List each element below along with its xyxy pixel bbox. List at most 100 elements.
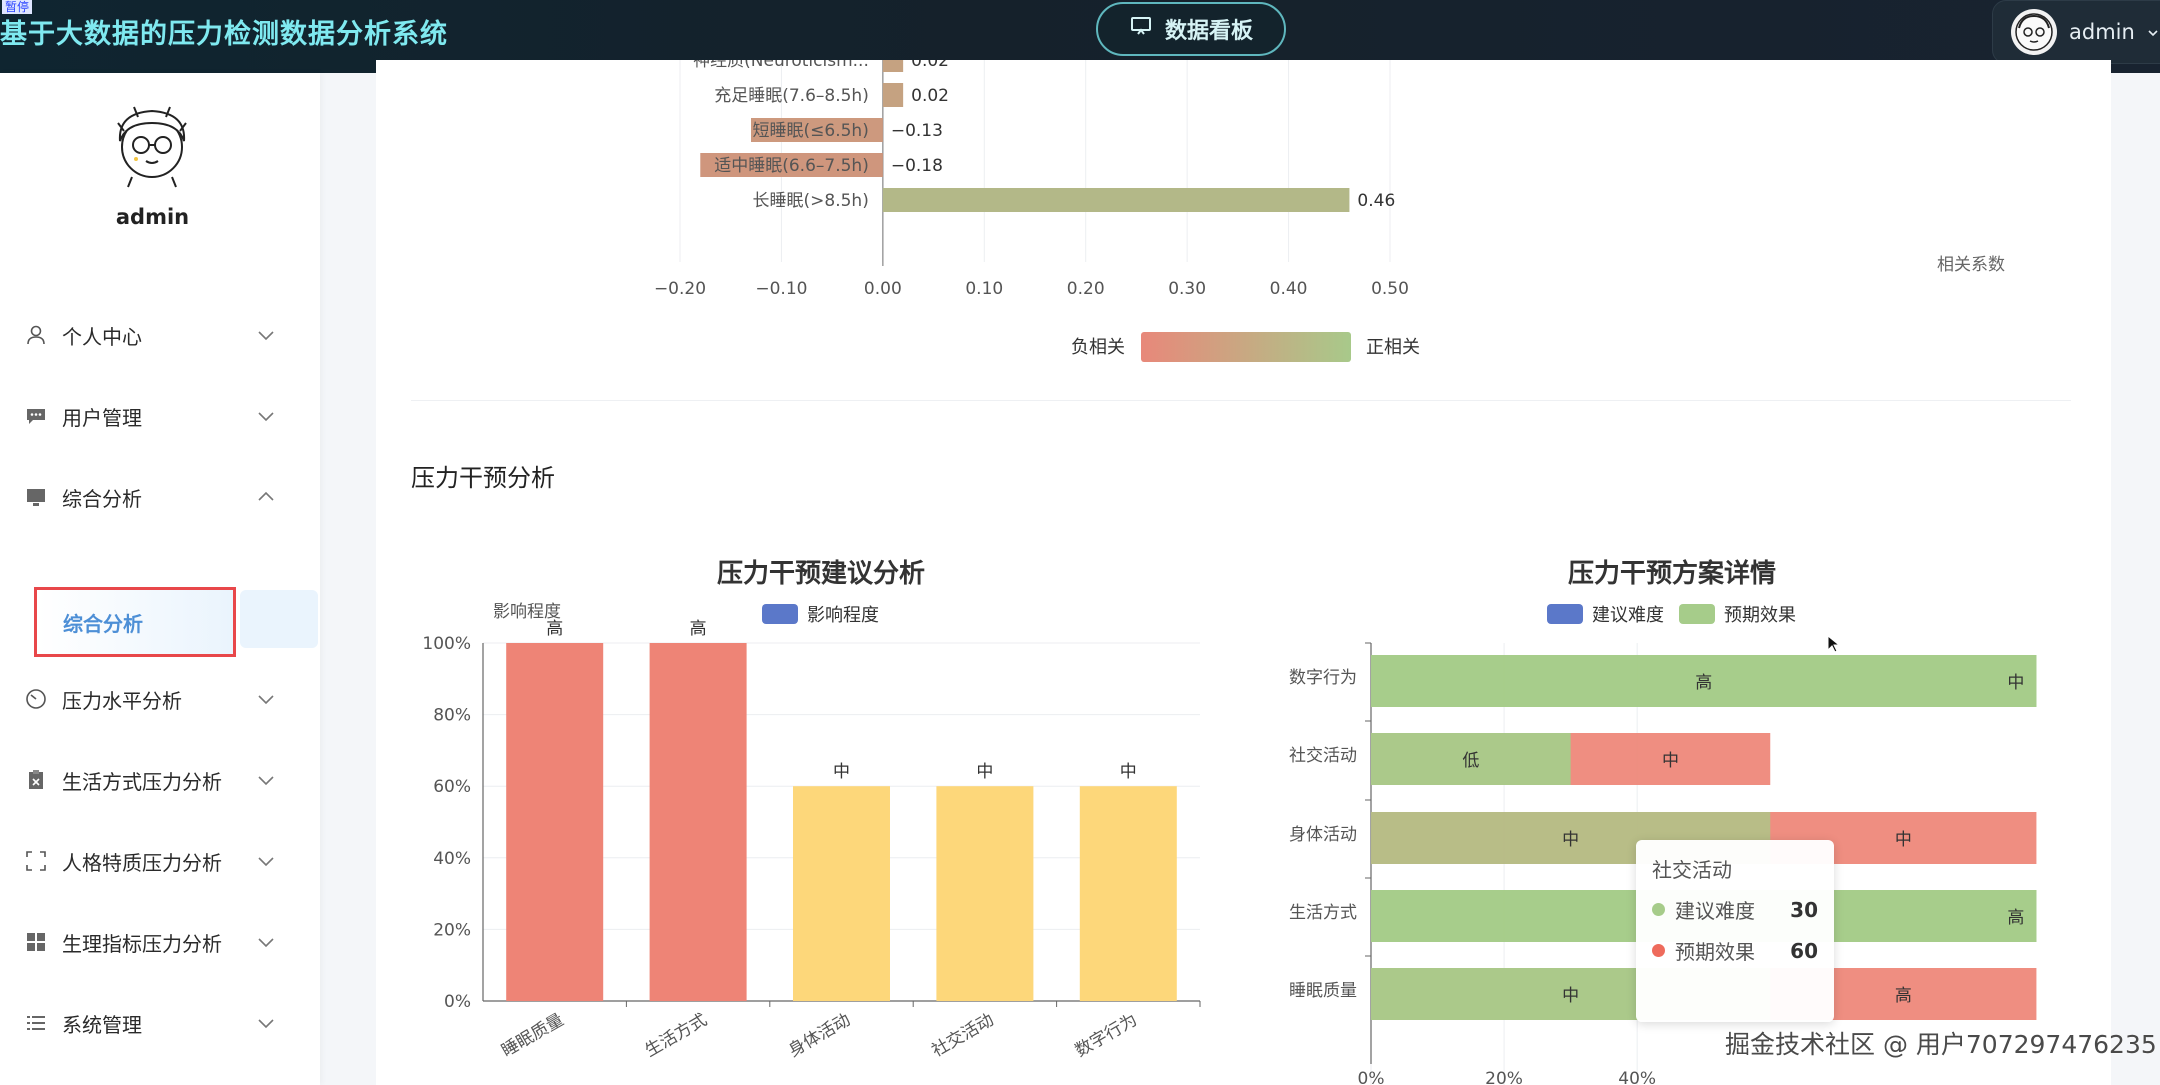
gauge-icon — [24, 687, 48, 711]
avatar — [2011, 9, 2057, 55]
y-tick-label: 100% — [422, 634, 471, 654]
correlation-bar[interactable] — [882, 83, 904, 107]
series-dot — [1652, 903, 1665, 916]
section-title: 压力干预分析 — [411, 464, 555, 492]
y-tick-label: 60% — [433, 777, 471, 797]
sidebar-item-label: 用户管理 — [62, 405, 142, 430]
sidebar-item-label: 系统管理 — [62, 1012, 142, 1037]
x-tick-label: 0.40 — [1270, 279, 1308, 299]
bar-label: 中 — [833, 762, 850, 782]
chevron-down-icon — [2147, 20, 2159, 44]
legend-swatch-effect[interactable] — [1679, 604, 1715, 624]
sidebar-item-label: 压力水平分析 — [62, 688, 182, 713]
y-tick-label: 0% — [444, 992, 471, 1012]
sidebar-item-physiology[interactable]: 生理指标压力分析 — [0, 914, 300, 970]
correlation-chart: 神经质(Neuroticism... 0.02 充足睡眠(7.6–8.5h) 0.02… — [654, 60, 2005, 362]
sidebar-item-personal-center[interactable]: 个人中心 — [0, 307, 300, 363]
legend-swatch-influence[interactable] — [762, 604, 798, 624]
chevron-down-icon — [256, 770, 276, 790]
profile-name: admin — [115, 205, 190, 229]
bar-label: 低 — [1462, 751, 1479, 771]
tooltip-row: 建议难度 30 — [1652, 895, 1818, 924]
legend-swatch-difficulty[interactable] — [1547, 604, 1583, 624]
y-tick-label: 20% — [433, 920, 471, 940]
x-tick-label: 0.30 — [1168, 279, 1206, 299]
legend-label-influence[interactable]: 影响程度 — [807, 605, 879, 626]
y-tick-label: 睡眠质量 — [1289, 981, 1357, 1001]
sidebar-item-stress-level[interactable]: 压力水平分析 — [0, 671, 300, 727]
watermark: 掘金技术社区 @ 用户707297476235 — [1725, 1030, 2157, 1059]
chevron-down-icon — [256, 406, 276, 426]
sidebar-item-label: 生理指标压力分析 — [62, 931, 222, 956]
y-tick-label: 40% — [433, 849, 471, 869]
x-tick-label: 40% — [1618, 1069, 1656, 1085]
bar-value-label: 0.02 — [911, 86, 949, 106]
x-axis-name: 相关系数 — [1937, 255, 2005, 275]
tooltip-series-value: 60 — [1790, 938, 1818, 963]
correlation-bar[interactable] — [882, 188, 1350, 212]
submenu-item-comprehensive-analysis[interactable]: 综合分析 — [34, 587, 236, 657]
bar-label: 高 — [2007, 908, 2024, 928]
tooltip-series-name: 预期效果 — [1675, 940, 1755, 964]
bar-label: 中 — [1120, 762, 1137, 782]
advice-bar[interactable] — [936, 786, 1034, 1001]
chevron-down-icon — [256, 689, 276, 709]
correlation-bar[interactable] — [700, 153, 883, 177]
advice-bar[interactable] — [506, 643, 604, 1001]
submenu-highlight — [240, 590, 318, 648]
y-tick-label: 数字行为 — [1289, 668, 1357, 688]
sidebar-item-comprehensive-analysis[interactable]: 综合分析 — [0, 469, 300, 525]
app-title: 基于大数据的压力检测数据分析系统 — [0, 19, 448, 50]
advice-bar[interactable] — [1079, 786, 1177, 1001]
chevron-down-icon — [256, 851, 276, 871]
sidebar-item-personality[interactable]: 人格特质压力分析 — [0, 833, 300, 889]
chevron-down-icon — [256, 1013, 276, 1033]
bar-value-label: −0.13 — [891, 121, 943, 141]
visual-map-low-label: 负相关 — [1071, 337, 1125, 358]
bar-label: 高 — [1895, 986, 1912, 1006]
sidebar-item-label: 人格特质压力分析 — [62, 850, 222, 875]
sidebar-item-label: 综合分析 — [62, 486, 142, 511]
y-tick-label: 神经质(Neuroticism... — [693, 60, 869, 71]
pause-tag: 暂停 — [2, 0, 33, 14]
bar-label: 高 — [1695, 673, 1712, 693]
bar-label: 中 — [1895, 830, 1912, 850]
advice-chart-y-axis-name: 影响程度 — [493, 602, 561, 622]
list-icon — [24, 1011, 48, 1035]
chart-tooltip: 社交活动 建议难度 30 预期效果 60 — [1636, 840, 1834, 1022]
x-tick-label: 20% — [1485, 1069, 1523, 1085]
bar-label: 中 — [1662, 751, 1679, 771]
correlation-bar[interactable] — [751, 118, 883, 142]
bar-label: 中 — [2007, 673, 2024, 693]
sidebar-item-user-management[interactable]: 用户管理 — [0, 388, 300, 444]
visual-map-gradient-bar[interactable] — [1141, 332, 1351, 362]
sidebar-item-system-management[interactable]: 系统管理 — [0, 995, 300, 1051]
bar-value-label: 0.02 — [911, 60, 949, 71]
dashboard-button[interactable]: 数据看板 — [1096, 2, 1286, 56]
x-tick-label: 0.00 — [864, 279, 902, 299]
chevron-up-icon — [256, 487, 276, 507]
plan-chart: 压力干预方案详情 建议难度 预期效果 0% 20% 40%数字行为社交活动身体活动生… — [1289, 558, 2037, 1085]
correlation-bar[interactable] — [882, 60, 904, 72]
legend-label-difficulty[interactable]: 建议难度 — [1592, 605, 1664, 626]
sidebar-item-lifestyle[interactable]: 生活方式压力分析 — [0, 752, 300, 808]
chevron-down-icon — [256, 325, 276, 345]
advice-bar[interactable] — [793, 786, 890, 1001]
bar-value-label: 0.46 — [1357, 191, 1395, 211]
plan-bar-difficulty[interactable] — [1371, 733, 1571, 785]
main-content: 神经质(Neuroticism... 0.02 充足睡眠(7.6–8.5h) 0.02… — [376, 60, 2111, 1085]
y-tick-label: 短睡眠(≤6.5h) — [753, 121, 869, 141]
x-tick-label: 0.20 — [1067, 279, 1105, 299]
visual-map-high-label: 正相关 — [1366, 337, 1420, 358]
advice-bar[interactable] — [649, 643, 747, 1001]
user-name: admin — [2069, 20, 2135, 44]
user-menu[interactable]: admin — [1992, 0, 2160, 64]
x-tick-label: 0% — [1358, 1069, 1385, 1085]
frame-icon — [24, 849, 48, 873]
profile-avatar[interactable] — [108, 101, 196, 189]
plan-bar-difficulty[interactable] — [1371, 655, 2037, 707]
legend-label-effect[interactable]: 预期效果 — [1724, 605, 1796, 626]
bar-label: 中 — [976, 762, 993, 782]
tooltip-series-name: 建议难度 — [1675, 899, 1755, 923]
user-icon — [24, 323, 48, 347]
